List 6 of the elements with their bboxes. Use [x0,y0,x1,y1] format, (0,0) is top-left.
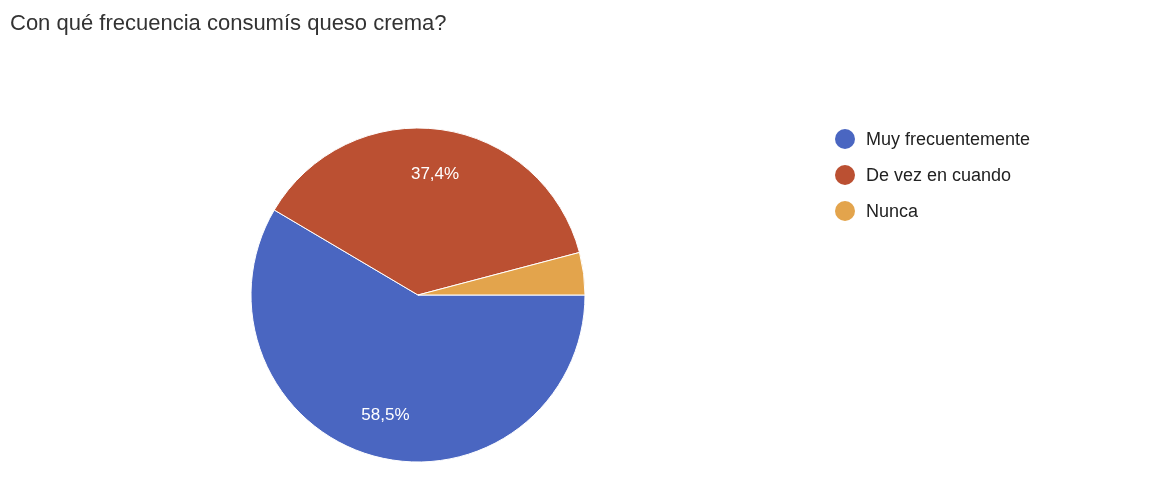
legend-label: De vez en cuando [866,165,1012,186]
data-label: 58,5% [361,405,410,425]
data-label: 37,4% [410,163,460,183]
legend-label: Nunca [866,201,920,222]
chart-title: Con qué frecuencia consumís queso crema? [10,10,447,35]
legend-label: Muy frecuentemente [866,129,1031,150]
